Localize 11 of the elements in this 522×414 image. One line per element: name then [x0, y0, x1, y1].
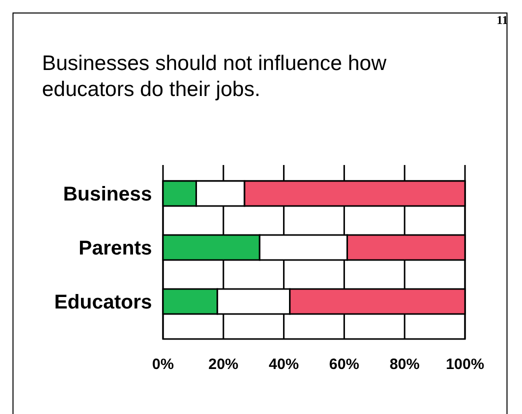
y-tick-label: Educators [54, 292, 152, 314]
y-tick-label: Parents [78, 238, 152, 260]
x-tick-label: 60% [329, 356, 360, 373]
x-tick-label: 40% [268, 356, 299, 373]
x-tick-label: 0% [152, 356, 174, 373]
text: 11 [496, 13, 508, 27]
chart-title: Businesses should not influence how educators do their jobs. [42, 52, 388, 101]
x-tick-label: 20% [208, 356, 238, 373]
y-tick-label: Business [63, 184, 152, 206]
x-tick-label: 100% [446, 356, 484, 373]
x-tick-label: 80% [390, 356, 420, 373]
